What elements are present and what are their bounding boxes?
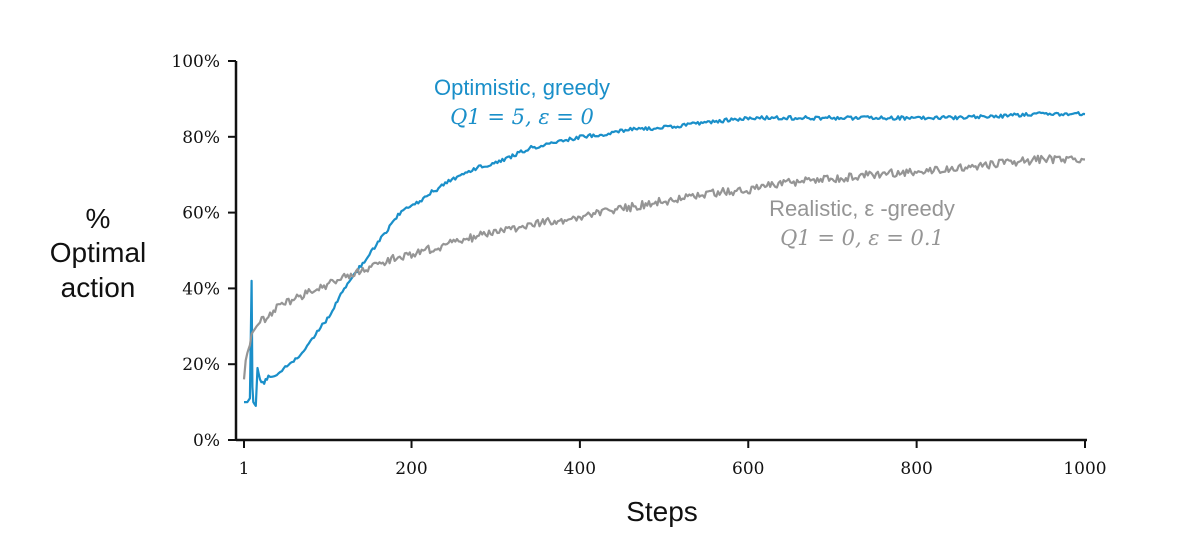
series-label-optimistic: Optimistic, greedy (434, 75, 610, 100)
x-tick-label: 400 (564, 459, 596, 479)
x-axis-title: Steps (626, 496, 698, 527)
x-tick-label: 600 (732, 459, 764, 479)
x-tick-label: 1 (239, 459, 250, 479)
x-tick-label: 800 (900, 459, 932, 479)
y-axis-title-line2: Optimal (50, 237, 146, 268)
y-tick-label: 40% (182, 279, 220, 299)
y-axis-title-line1: % (86, 203, 111, 234)
axes (234, 61, 1087, 442)
y-tick-label: 20% (182, 355, 220, 375)
series-params-optimistic: Q1 = 5, ε = 0 (450, 105, 594, 129)
y-tick-label: 60% (182, 204, 220, 224)
series-line-optimistic (244, 111, 1086, 407)
y-tick-label: 80% (182, 128, 220, 148)
x-tick-label: 1000 (1063, 459, 1106, 479)
series-params-realistic: Q1 = 0, ε = 0.1 (780, 226, 944, 250)
y-axis-title-line3: action (61, 272, 136, 303)
y-tick-label: 100% (171, 52, 220, 72)
y-tick-label: 0% (193, 431, 220, 451)
series-line-realistic (242, 154, 1086, 380)
ticks: 1 200 400 600 800 1000 0% 20% 40% 60% 80% 100% (171, 52, 1106, 479)
series-lines (242, 111, 1086, 407)
x-tick-label: 200 (395, 459, 427, 479)
series-label-realistic: Realistic, ε -greedy (769, 196, 955, 221)
